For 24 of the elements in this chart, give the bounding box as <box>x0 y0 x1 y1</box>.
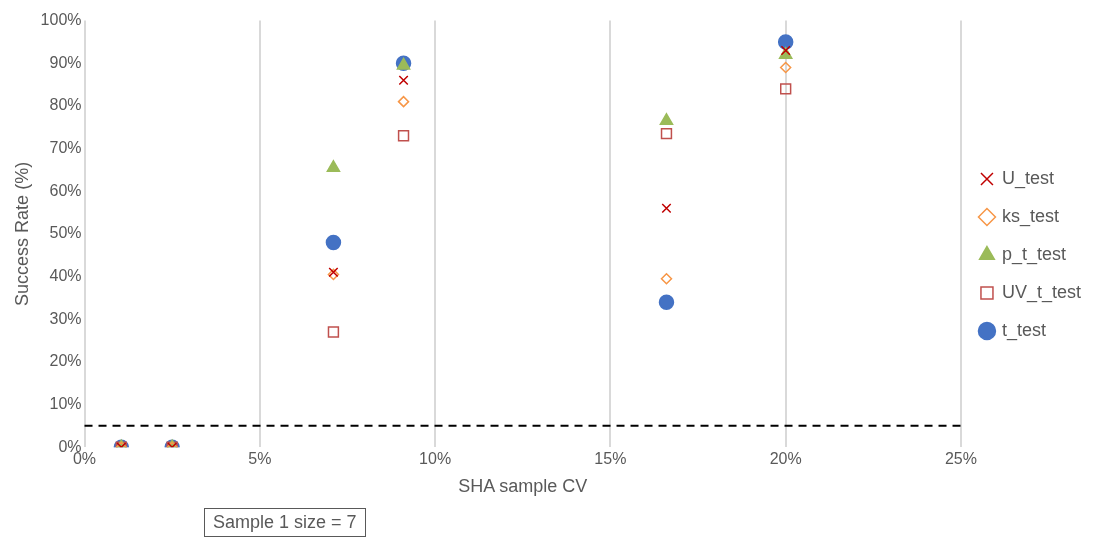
y-tick-label: 20% <box>49 352 82 370</box>
x-tick-label: 0% <box>72 450 97 468</box>
x-tick-label: 25% <box>944 450 977 468</box>
text: Sample 1 size = 7 <box>204 508 366 537</box>
legend-label: p_t_test <box>1001 243 1067 265</box>
x-axis-title: SHA sample CV <box>458 476 588 497</box>
y-tick-label: 40% <box>49 266 82 284</box>
x-tick-label: 20% <box>769 450 802 468</box>
legend-label: t_test <box>1001 319 1046 341</box>
y-tick-label: 60% <box>49 181 82 199</box>
legend-label: UV_t_test <box>1001 281 1082 303</box>
y-tick-label: 70% <box>49 138 82 156</box>
y-tick-label: 10% <box>49 394 82 412</box>
legend-label: ks_test <box>1001 205 1059 227</box>
y-tick-label: 50% <box>49 224 82 242</box>
y-tick-label: 90% <box>49 53 82 71</box>
y-axis-title: Success Rate (%) <box>11 161 32 306</box>
y-tick-label: 80% <box>49 96 82 114</box>
y-tick-label: 30% <box>49 309 82 327</box>
legend-label: U_test <box>1001 167 1054 189</box>
y-tick-label: 100% <box>40 11 82 29</box>
x-tick-label: 10% <box>419 450 452 468</box>
x-tick-label: 5% <box>248 450 272 468</box>
x-tick-label: 15% <box>594 450 627 468</box>
